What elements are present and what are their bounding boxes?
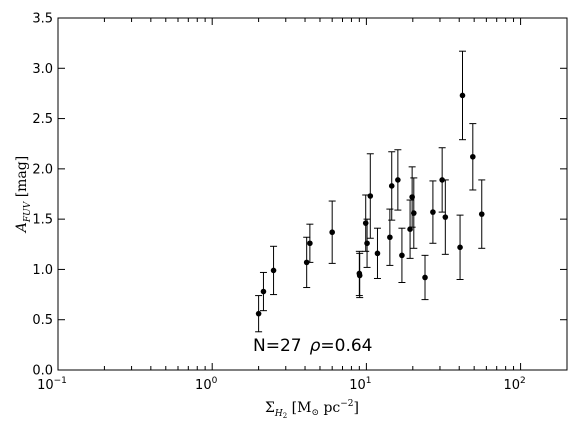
data-point (255, 310, 262, 317)
data-point (399, 252, 405, 259)
x-tick-label: 102 (503, 376, 525, 393)
data-point (270, 267, 277, 274)
data-point (374, 250, 381, 257)
data-point (329, 229, 335, 236)
data-point (387, 234, 393, 241)
x-tick-label: 100 (195, 376, 218, 393)
data-point (478, 211, 485, 217)
y-tick-label: 3.0 (32, 62, 53, 77)
data-point (362, 220, 369, 226)
data-point (411, 210, 417, 216)
y-tick-label: 0.5 (32, 313, 53, 328)
y-tick-label: 2.5 (32, 112, 53, 127)
data-point (395, 177, 401, 183)
data-point (459, 92, 466, 99)
y-tick-label: 0.0 (32, 364, 53, 379)
y-axis-label: AFUV [mag] (14, 156, 33, 234)
y-tick-label: 3.5 (32, 12, 53, 27)
data-point (470, 153, 476, 160)
data-point (364, 240, 370, 247)
y-tick-label: 1.0 (32, 263, 53, 278)
y-tick-label: 1.5 (32, 213, 53, 228)
data-point (407, 226, 413, 232)
annotation-n: N=27 ρ=0.64 (253, 336, 373, 356)
data-point (439, 177, 445, 183)
data-point (260, 288, 267, 295)
data-point (307, 240, 313, 247)
x-tick-label: 10−1 (37, 376, 67, 393)
x-axis-label: ΣH2 [M⊙ pc−2] (265, 399, 359, 420)
data-point (422, 274, 428, 281)
data-point (303, 259, 310, 266)
y-tick-label: 2.0 (32, 162, 53, 177)
data-point (457, 244, 463, 251)
data-point (356, 272, 363, 279)
data-point (430, 209, 436, 215)
plot-frame (57, 17, 568, 371)
data-point (367, 193, 374, 199)
x-tick-label: 101 (349, 376, 371, 393)
data-point (409, 194, 415, 200)
data-point (388, 183, 395, 189)
data-point (442, 214, 449, 220)
